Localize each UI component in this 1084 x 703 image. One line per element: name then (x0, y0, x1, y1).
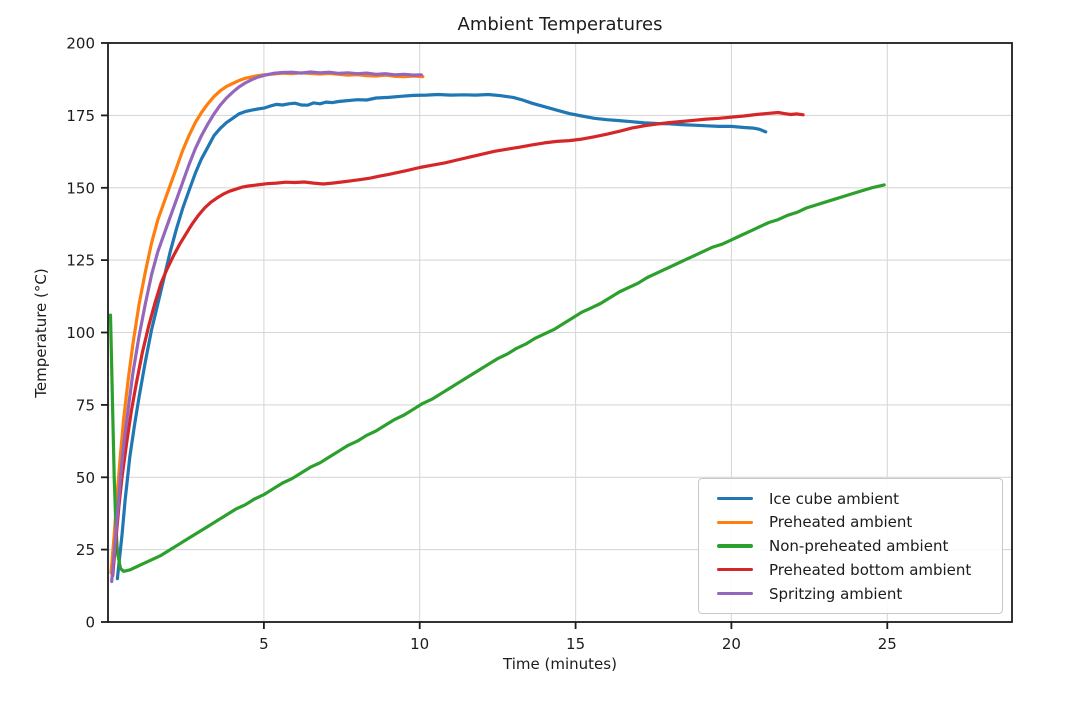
axes-spines-and-ticks (101, 42, 1013, 629)
legend-item: Spritzing ambient (709, 582, 992, 605)
series-line-0 (115, 92, 768, 581)
legend-item: Preheated bottom ambient (709, 558, 992, 581)
legend-line-swatch (717, 568, 753, 572)
x-tick-label: 25 (878, 635, 897, 653)
y-tick-label: 125 (66, 252, 95, 270)
y-tick-label: 200 (66, 35, 95, 53)
series-line-4 (110, 70, 423, 584)
legend-label: Ice cube ambient (769, 489, 900, 508)
legend-label: Non-preheated ambient (769, 537, 949, 555)
legend-item: Ice cube ambient (709, 487, 992, 510)
series-line-2 (108, 183, 886, 573)
y-tick-label: 75 (76, 396, 95, 414)
y-tick-label: 0 (85, 614, 95, 632)
data-series-lines (108, 70, 886, 584)
y-tick-label: 175 (66, 107, 95, 125)
legend-line-swatch (717, 496, 753, 501)
y-tick-label: 25 (76, 541, 95, 559)
chart-title: Ambient Temperatures (458, 14, 663, 35)
x-tick-label: 15 (566, 635, 585, 653)
legend-label: Spritzing ambient (769, 584, 903, 603)
legend-item: Preheated ambient (709, 511, 992, 534)
y-tick-label: 100 (66, 324, 95, 342)
legend-label: Preheated ambient (769, 513, 913, 532)
legend-line-swatch (717, 520, 753, 524)
x-axis-label: Time (minutes) (502, 655, 617, 673)
legend: Ice cube ambient Preheated ambient Non-pre… (698, 478, 1003, 614)
y-axis-label: Temperature (°C) (32, 268, 50, 398)
x-tick-label: 20 (722, 635, 741, 653)
x-tick-label: 5 (259, 635, 269, 653)
tick-labels: 5 10 15 20 25 0 25 50 75 100 125 150 175 200 (66, 35, 896, 654)
legend-line-swatch (717, 544, 753, 548)
x-tick-label: 10 (410, 635, 429, 653)
y-tick-label: 50 (76, 469, 95, 487)
legend-item: Non-preheated ambient (709, 535, 992, 558)
legend-label: Preheated bottom ambient (769, 560, 972, 579)
y-tick-label: 150 (66, 179, 95, 197)
legend-line-swatch (717, 591, 753, 596)
series-line-3 (111, 110, 805, 578)
series-line-1 (109, 71, 425, 575)
